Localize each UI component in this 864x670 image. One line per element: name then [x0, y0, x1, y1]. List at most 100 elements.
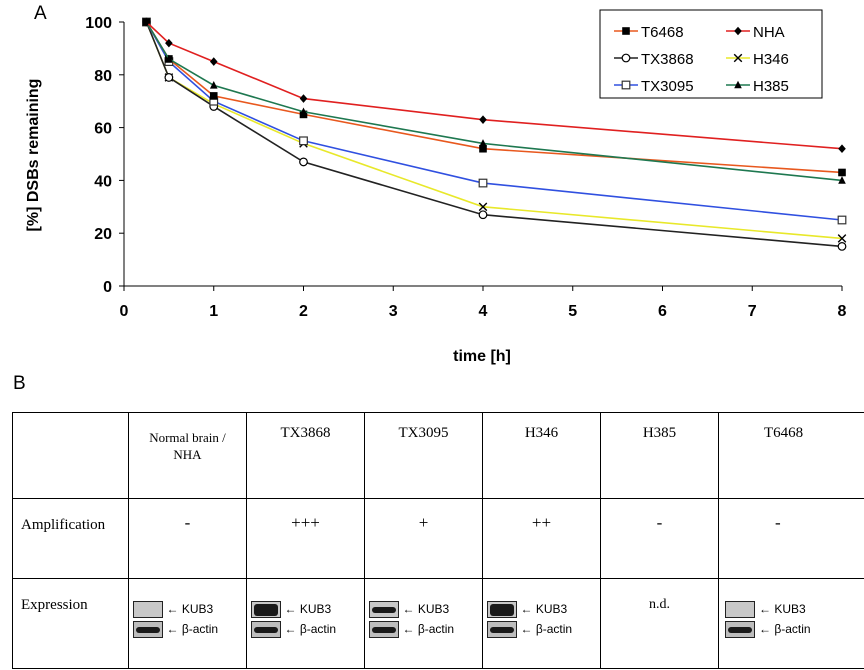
kub3-band — [250, 601, 281, 618]
legend-item: T6468 — [614, 24, 684, 41]
panel-b-label: B — [13, 373, 26, 394]
data-point-stroke — [837, 234, 847, 243]
y-tick-label: 0 — [103, 279, 112, 296]
data-point — [142, 17, 151, 27]
legend-label: H385 — [753, 78, 789, 95]
legend-label: TX3868 — [641, 51, 694, 68]
series-nha — [142, 17, 846, 154]
kub3-label: ← KUB3 — [402, 602, 450, 616]
western-blot-tx3095: ← KUB3 ← β-actin — [368, 599, 479, 645]
data-point — [621, 80, 631, 90]
data-point — [622, 27, 630, 35]
data-point — [299, 94, 308, 103]
data-point — [299, 136, 308, 146]
y-tick-label: 20 — [94, 226, 112, 243]
expression-row: Expression ← KUB3 ← β-actin ← KUB3 ← β-a… — [12, 578, 864, 669]
data-point — [478, 202, 488, 212]
data-point — [838, 168, 846, 177]
kub3-expression-table: Normal brain / NHA TX3868 TX3095 H346 H3… — [12, 412, 864, 669]
actin-label: ← β-actin — [759, 622, 811, 636]
expr-cell-h385: n.d. — [600, 578, 719, 669]
legend-item: NHA — [726, 24, 785, 41]
data-point — [209, 81, 218, 89]
actin-label: ← β-actin — [284, 622, 337, 636]
header-cell-empty — [12, 412, 129, 499]
data-point — [734, 26, 742, 36]
legend-label: T6468 — [641, 24, 684, 41]
actin-band — [132, 621, 163, 638]
y-axis-label: [%] DSBs remaining — [25, 79, 42, 232]
chart-ticks: 0 20 40 60 80 100 0 1 2 3 4 5 6 7 8 — [85, 15, 846, 320]
header-cell-h385: H385 — [600, 412, 719, 499]
data-point — [733, 53, 743, 63]
data-point — [479, 115, 487, 124]
amp-cell-tx3095: + — [364, 498, 483, 579]
x-tick-label: 6 — [658, 303, 667, 320]
data-point — [838, 144, 846, 154]
y-tick-label: 100 — [85, 15, 112, 32]
chart-legend: T6468 NHA TX3868 H346 TX3095 H385 — [599, 9, 823, 99]
x-tick-label: 7 — [748, 303, 757, 320]
legend-label: TX3095 — [641, 78, 694, 95]
legend-item: TX3095 — [614, 78, 694, 95]
x-tick-label: 3 — [389, 303, 398, 320]
expr-cell-tx3868: ← KUB3 ← β-actin — [246, 578, 365, 669]
actin-band — [725, 621, 755, 638]
kub3-band — [725, 601, 755, 618]
legend-item: H346 — [726, 51, 789, 68]
kub3-label: ← KUB3 — [759, 602, 806, 616]
data-point — [837, 234, 847, 243]
data-point — [479, 139, 487, 147]
chart-series — [142, 17, 847, 251]
expression-label: Expression — [12, 578, 129, 669]
data-point — [209, 57, 218, 66]
expr-cell-normal-brain: ← KUB3 ← β-actin — [128, 578, 247, 669]
data-point — [299, 157, 308, 167]
western-blot-tx3868: ← KUB3 ← β-actin — [250, 599, 361, 645]
x-tick-label: 8 — [838, 303, 847, 320]
data-point — [209, 92, 218, 100]
data-point — [837, 215, 847, 225]
kub3-label: ← KUB3 — [284, 602, 332, 616]
amplification-row: Amplification - +++ + ++ - - — [12, 498, 864, 579]
actin-band — [250, 621, 281, 638]
actin-band — [368, 621, 399, 638]
kub3-band — [486, 601, 517, 618]
x-tick-label: 1 — [209, 303, 218, 320]
kub3-label: ← KUB3 — [520, 602, 568, 616]
data-point — [478, 210, 488, 220]
header-cell-tx3868: TX3868 — [246, 412, 365, 499]
x-tick-label: 5 — [568, 303, 577, 320]
x-tick-label: 2 — [299, 303, 308, 320]
amp-cell-tx3868: +++ — [246, 498, 365, 579]
header-cell-h346: H346 — [482, 412, 601, 499]
western-blot-h346: ← KUB3 ← β-actin — [486, 599, 597, 645]
actin-label: ← β-actin — [520, 622, 573, 636]
actin-band — [486, 621, 517, 638]
dsb-repair-chart: 0 20 40 60 80 100 0 1 2 3 4 5 6 7 8 [%] DSBs remaining… — [25, 9, 847, 365]
kub3-band — [132, 601, 163, 618]
data-point-stroke — [478, 202, 488, 212]
expr-cell-t6468: ← KUB3 ← β-actin — [718, 578, 864, 669]
series-line — [145, 21, 843, 182]
amp-cell-h346: ++ — [482, 498, 601, 579]
data-point — [165, 38, 173, 48]
series-line — [145, 21, 843, 248]
kub3-label: ← KUB3 — [166, 602, 214, 616]
amplification-label: Amplification — [12, 498, 129, 579]
legend-label: NHA — [753, 24, 785, 41]
header-cell-tx3095: TX3095 — [364, 412, 483, 499]
data-point — [837, 241, 847, 251]
data-point — [734, 80, 742, 89]
series-line — [145, 21, 843, 221]
not-determined: n.d. — [649, 597, 670, 612]
expr-cell-tx3095: ← KUB3 ← β-actin — [364, 578, 483, 669]
amp-cell-t6468: - — [718, 498, 864, 579]
western-blot-normal-brain: ← KUB3 ← β-actin — [132, 599, 243, 645]
panel-a-label: A — [34, 3, 47, 24]
data-point — [299, 107, 308, 116]
actin-label: ← β-actin — [402, 622, 455, 636]
legend-item: TX3868 — [614, 51, 694, 68]
amp-cell-h385: - — [600, 498, 719, 579]
data-point — [838, 176, 846, 184]
